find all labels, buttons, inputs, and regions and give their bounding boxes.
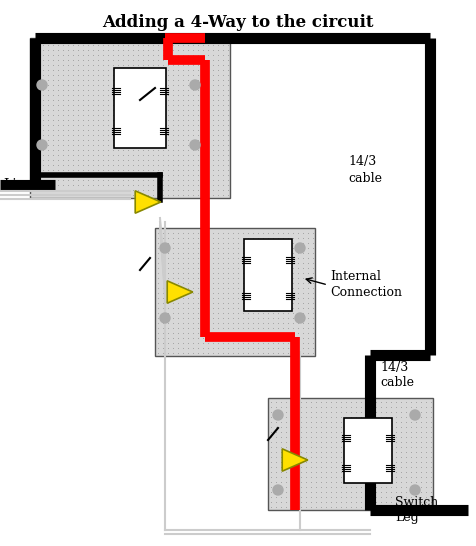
Text: Adding a 4-Way to the circuit: Adding a 4-Way to the circuit (102, 14, 374, 31)
Bar (155, 228, 315, 356)
Circle shape (295, 243, 305, 253)
Text: 14/3
cable: 14/3 cable (380, 360, 414, 389)
Circle shape (273, 485, 283, 495)
Circle shape (273, 410, 283, 420)
Polygon shape (167, 281, 193, 303)
Bar (344, 418, 392, 483)
Text: Line: Line (3, 178, 34, 192)
Circle shape (410, 485, 420, 495)
Text: Internal
Connection: Internal Connection (330, 270, 402, 300)
Circle shape (190, 80, 200, 90)
Text: Switch
Leg: Switch Leg (395, 496, 438, 525)
Circle shape (295, 313, 305, 323)
Bar (244, 239, 292, 311)
Polygon shape (135, 191, 161, 213)
Text: 14/3
cable: 14/3 cable (348, 156, 382, 185)
Circle shape (190, 140, 200, 150)
Circle shape (37, 80, 47, 90)
Circle shape (160, 313, 170, 323)
Bar (268, 398, 433, 510)
Polygon shape (282, 449, 308, 471)
Circle shape (410, 410, 420, 420)
Bar (30, 38, 230, 198)
Circle shape (160, 243, 170, 253)
Circle shape (37, 140, 47, 150)
Bar (114, 68, 166, 148)
